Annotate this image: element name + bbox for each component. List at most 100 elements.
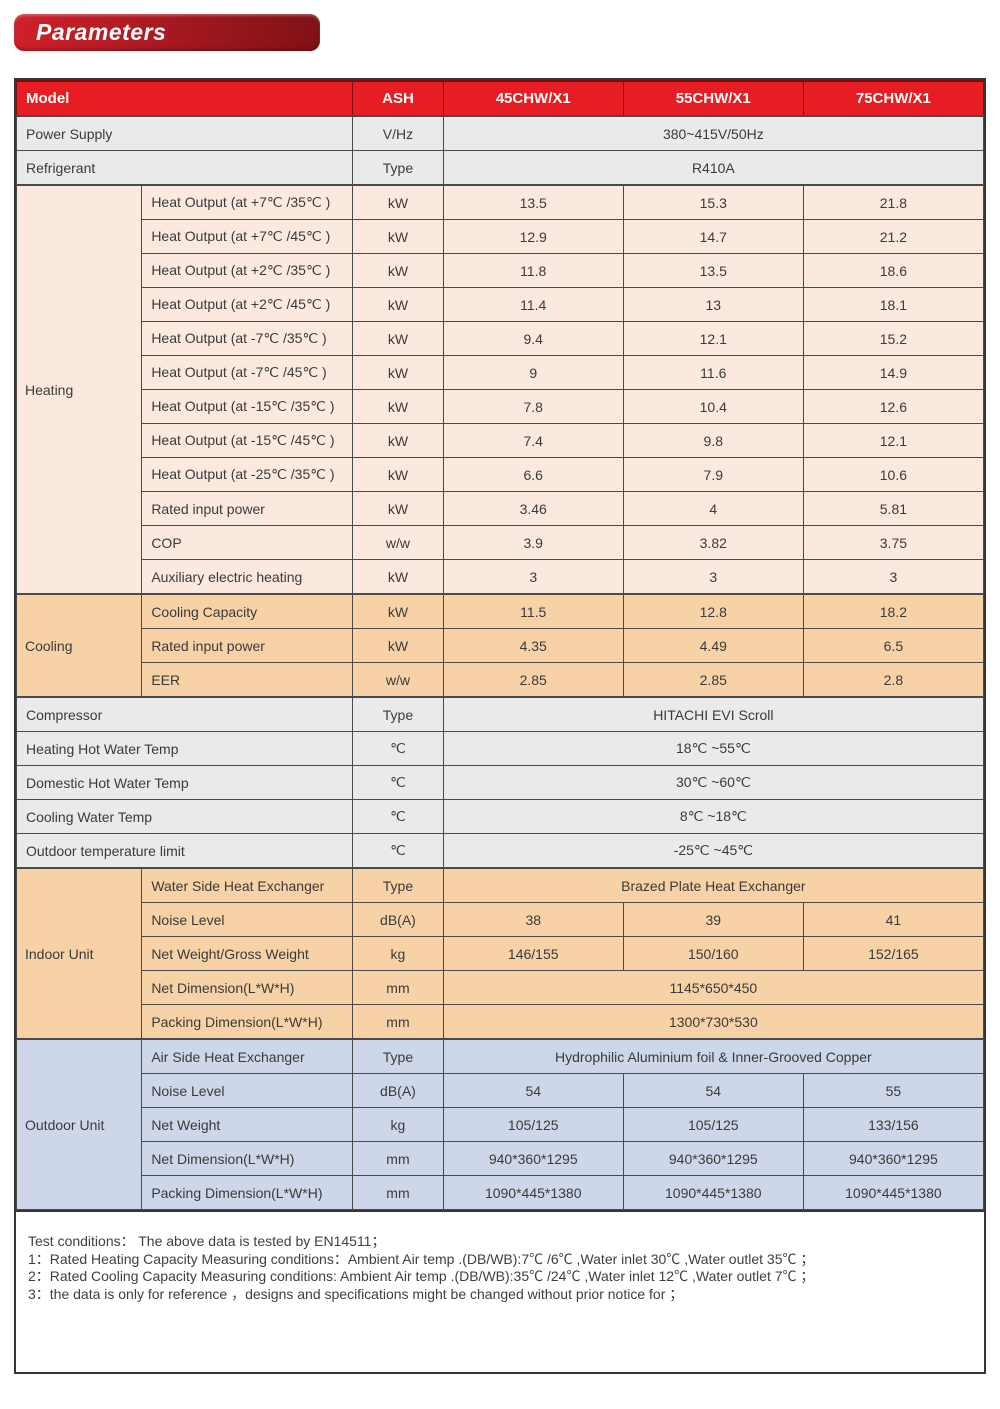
param-label-cell: Cooling Water Temp xyxy=(15,799,354,834)
header-cell: ASH xyxy=(352,80,444,117)
unit-cell: kW xyxy=(352,491,444,526)
value-cell: 105/125 xyxy=(442,1107,624,1142)
table-row: Noise Level dB(A) 38 39 41 xyxy=(17,902,985,937)
value-cell: 55 xyxy=(802,1073,985,1108)
value-cell: 21.8 xyxy=(802,184,985,220)
value-cell: 54 xyxy=(622,1073,804,1108)
value-cell: 54 xyxy=(442,1073,624,1108)
value-cell: 15.2 xyxy=(802,321,985,356)
value-cell: 11.8 xyxy=(442,253,624,288)
table-row: Outdoor Unit Air Side Heat Exchanger Type H… xyxy=(15,1038,985,1210)
param-label-cell: Heat Output (at -7℃ /35℃ ) xyxy=(141,321,354,356)
value-cell: 10.6 xyxy=(802,457,985,492)
unit-cell: V/Hz xyxy=(352,115,444,151)
param-label-cell: Refrigerant xyxy=(15,150,354,186)
value-cell: 105/125 xyxy=(622,1107,804,1142)
param-label-cell: Noise Level xyxy=(141,1073,354,1108)
table-row: Net Weight kg 105/125 105/125 133/156 xyxy=(17,1107,985,1142)
table-row: Heat Output (at -15℃ /45℃ ) kW 7.4 9.8 12.1 xyxy=(17,423,985,458)
value-cell: 8℃ ~18℃ xyxy=(442,799,985,834)
unit-cell: w/w xyxy=(352,662,444,698)
table-row: Outdoor temperature limit ℃ -25℃ ~45℃ xyxy=(15,833,985,869)
value-cell: 11.5 xyxy=(442,593,624,629)
param-label-cell: Heat Output (at +7℃ /45℃ ) xyxy=(141,219,354,254)
table-row: Heat Output (at +2℃ /45℃ ) kW 11.4 13 18.1 xyxy=(17,287,985,322)
param-label-cell: Outdoor temperature limit xyxy=(15,833,354,869)
unit-cell: kW xyxy=(352,321,444,356)
param-label-cell: Heat Output (at -15℃ /45℃ ) xyxy=(141,423,354,458)
table-row: Noise Level dB(A) 54 54 55 xyxy=(17,1073,985,1108)
unit-cell: ℃ xyxy=(352,731,444,766)
value-cell: 12.1 xyxy=(622,321,804,356)
spec-sheet: Model ASH 45CHW/X1 55CHW/X1 75CHW/X1 Power Su… xyxy=(14,78,986,1374)
value-cell: 9.8 xyxy=(622,423,804,458)
unit-cell: w/w xyxy=(352,525,444,560)
unit-cell: ℃ xyxy=(352,833,444,869)
param-label-cell: Net Dimension(L*W*H) xyxy=(141,970,354,1005)
value-cell: 1145*650*450 xyxy=(442,970,985,1005)
unit-cell: kW xyxy=(352,184,444,220)
value-cell: 380~415V/50Hz xyxy=(442,115,985,151)
unit-cell: kg xyxy=(352,1107,444,1142)
param-label-cell: Auxiliary electric heating xyxy=(141,559,354,595)
value-cell: 1090*445*1380 xyxy=(622,1175,804,1210)
table-row: Rated input power kW 3.46 4 5.81 xyxy=(17,491,985,526)
header-cell: 45CHW/X1 xyxy=(442,80,624,117)
value-cell: 9 xyxy=(442,355,624,390)
table-row: Heating Heat Output (at +7℃ /35℃ ) kW 13.5 1… xyxy=(15,184,985,595)
param-label-cell: COP xyxy=(141,525,354,560)
value-cell: 3.46 xyxy=(442,491,624,526)
test-conditions-notes: Test conditions： The above data is teste… xyxy=(16,1210,984,1372)
table-row: Domestic Hot Water Temp ℃ 30℃ ~60℃ xyxy=(15,765,985,800)
value-cell: 2.85 xyxy=(442,662,624,698)
unit-cell: kW xyxy=(352,559,444,595)
value-cell: 3.82 xyxy=(622,525,804,560)
table-row: Cooling Cooling Capacity kW 11.5 12.8 18.2 xyxy=(15,593,985,698)
value-cell: 940*360*1295 xyxy=(802,1141,985,1176)
table-row: Indoor Unit Water Side Heat Exchanger Type… xyxy=(15,867,985,1040)
value-cell: 2.85 xyxy=(622,662,804,698)
value-cell: 940*360*1295 xyxy=(442,1141,624,1176)
param-label-cell: Packing Dimension(L*W*H) xyxy=(141,1004,354,1040)
value-cell: HITACHI EVI Scroll xyxy=(442,696,985,732)
value-cell: 3 xyxy=(442,559,624,595)
param-label-cell: Net Dimension(L*W*H) xyxy=(141,1141,354,1176)
value-cell: 7.9 xyxy=(622,457,804,492)
table-row: Model ASH 45CHW/X1 55CHW/X1 75CHW/X1 xyxy=(15,80,985,117)
value-cell: 4.49 xyxy=(622,628,804,663)
value-cell: 18.1 xyxy=(802,287,985,322)
param-label-cell: Net Weight xyxy=(141,1107,354,1142)
value-cell: 4.35 xyxy=(442,628,624,663)
table-row: Heat Output (at -7℃ /45℃ ) kW 9 11.6 14.9 xyxy=(17,355,985,390)
unit-cell: mm xyxy=(352,970,444,1005)
unit-cell: mm xyxy=(352,1141,444,1176)
value-cell: Brazed Plate Heat Exchanger xyxy=(442,867,985,903)
value-cell: 12.9 xyxy=(442,219,624,254)
table-row: Heat Output (at -25℃ /35℃ ) kW 6.6 7.9 10.6 xyxy=(17,457,985,492)
page-title: Parameters xyxy=(36,19,167,45)
param-label-cell: Power Supply xyxy=(15,115,354,151)
table-row: Packing Dimension(L*W*H) mm 1300*730*530 xyxy=(17,1004,985,1040)
param-label-cell: Heat Output (at -25℃ /35℃ ) xyxy=(141,457,354,492)
value-cell: 10.4 xyxy=(622,389,804,424)
param-label-cell: Net Weight/Gross Weight xyxy=(141,936,354,971)
unit-cell: dB(A) xyxy=(352,902,444,937)
param-label-cell: Rated input power xyxy=(141,628,354,663)
value-cell: 30℃ ~60℃ xyxy=(442,765,985,800)
table-row: COP w/w 3.9 3.82 3.75 xyxy=(17,525,985,560)
unit-cell: Type xyxy=(352,150,444,186)
unit-cell: kW xyxy=(352,593,444,629)
table-row: Heat Output (at +7℃ /45℃ ) kW 12.9 14.7 21.2 xyxy=(17,219,985,254)
unit-cell: kW xyxy=(352,389,444,424)
value-cell: 150/160 xyxy=(622,936,804,971)
value-cell: 18.2 xyxy=(802,593,985,629)
value-cell: 3 xyxy=(622,559,804,595)
unit-cell: kg xyxy=(352,936,444,971)
unit-cell: kW xyxy=(352,423,444,458)
unit-cell: mm xyxy=(352,1175,444,1210)
unit-cell: Type xyxy=(352,696,444,732)
param-label-cell: Packing Dimension(L*W*H) xyxy=(141,1175,354,1210)
param-label-cell: Heating Hot Water Temp xyxy=(15,731,354,766)
unit-cell: kW xyxy=(352,355,444,390)
param-label-cell: Rated input power xyxy=(141,491,354,526)
